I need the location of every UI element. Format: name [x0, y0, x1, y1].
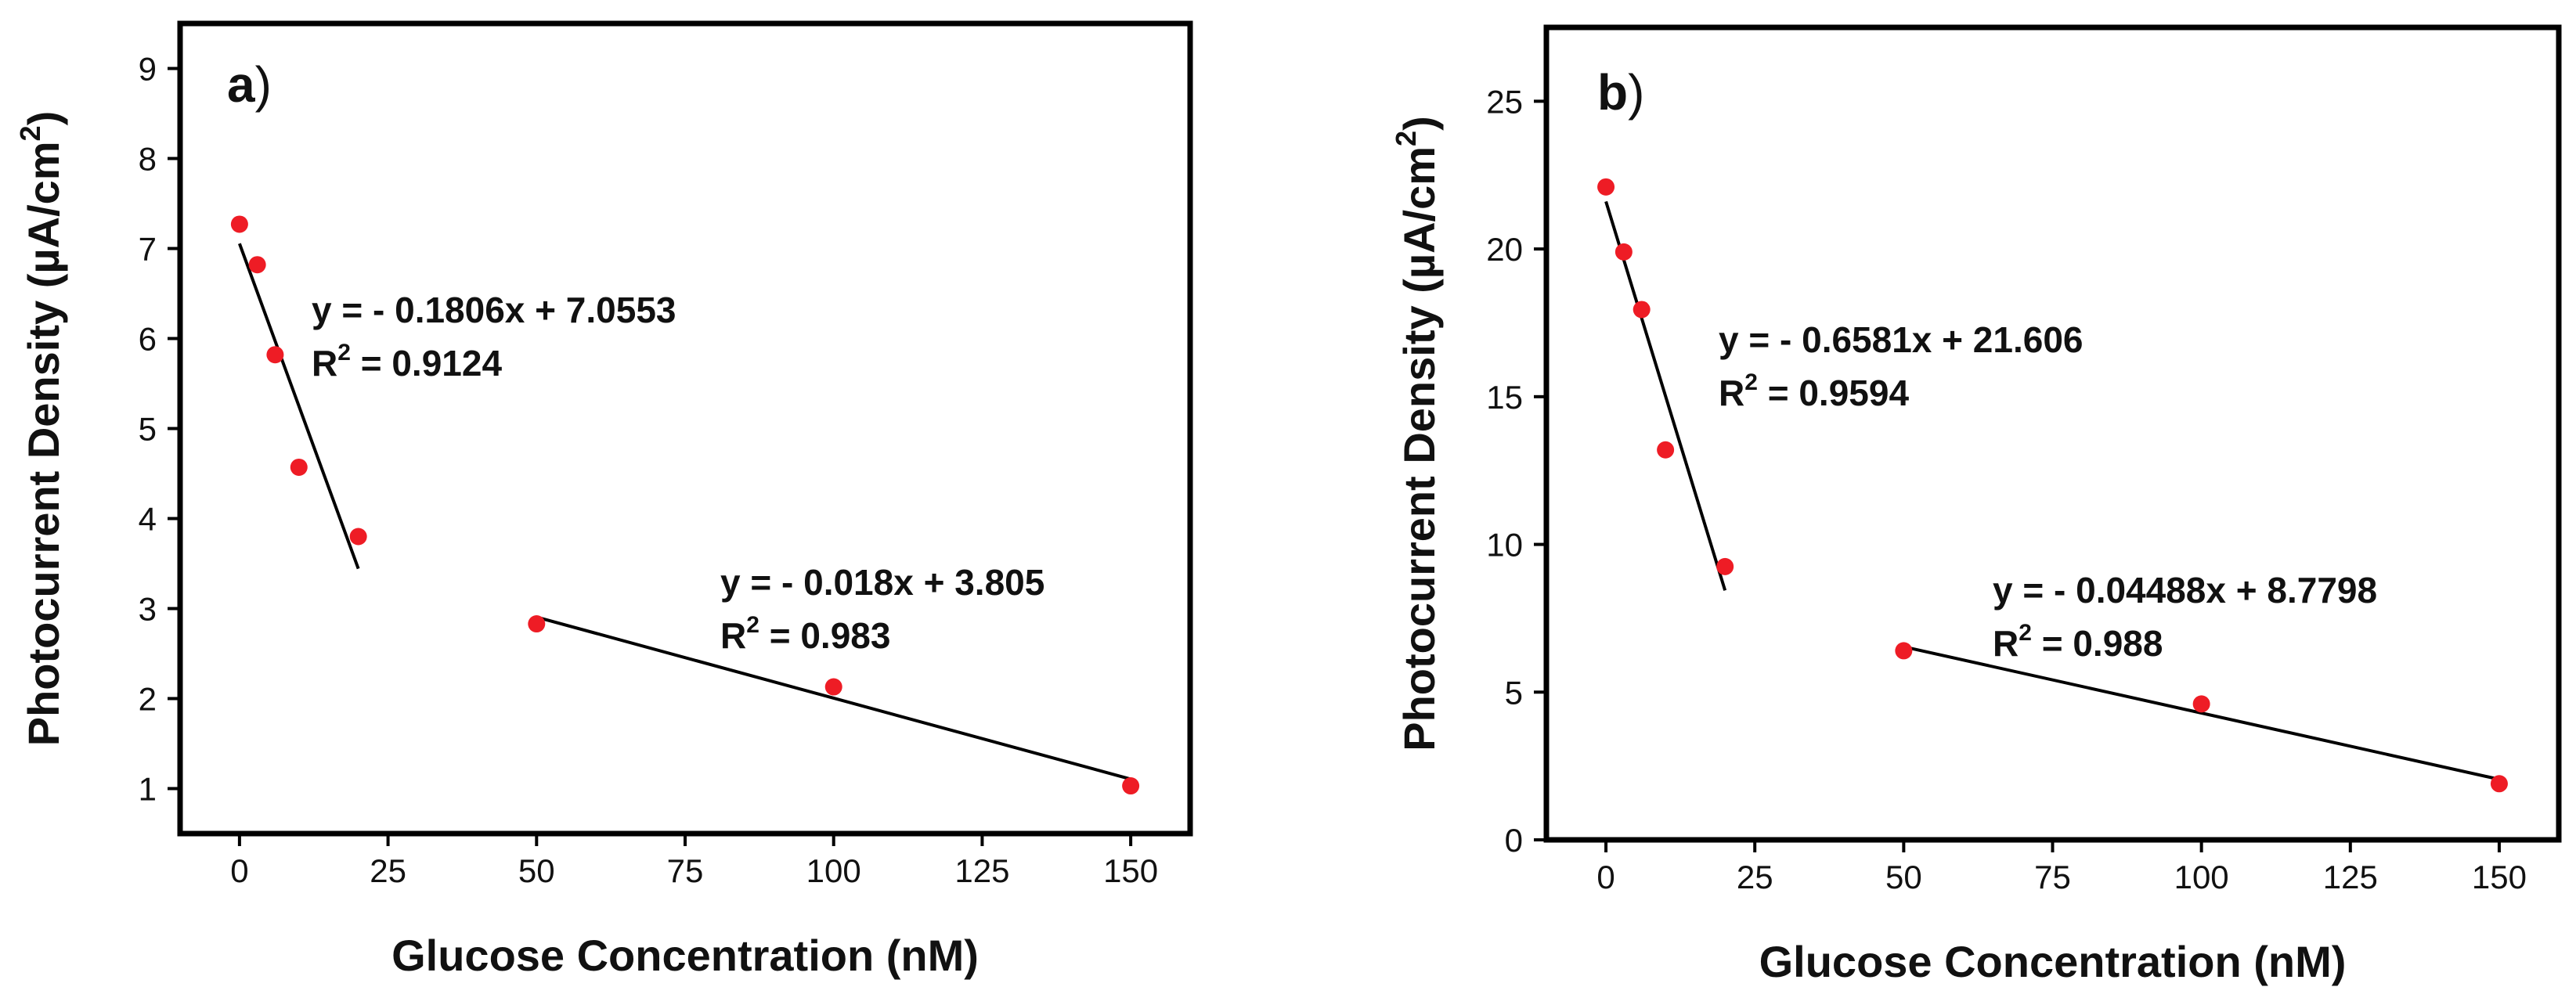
data-point — [528, 615, 546, 633]
fit-equation: y = - 0.6581x + 21.606 — [1719, 319, 2084, 360]
plot-frame — [177, 20, 1193, 837]
data-point — [290, 458, 308, 476]
y-tick-label: 3 — [139, 591, 157, 628]
y-tick-label: 9 — [139, 51, 157, 88]
y-tick-label: 5 — [139, 411, 157, 448]
fit-equation: y = - 0.04488x + 8.7798 — [1993, 570, 2377, 611]
y-tick-label: 8 — [139, 141, 157, 178]
data-point — [2192, 695, 2210, 713]
text-part: 2 — [2019, 620, 2032, 646]
plot-frame — [1543, 24, 2562, 843]
text-part: R — [720, 615, 746, 656]
fit-line-2 — [1903, 645, 2500, 781]
text-part: ) — [1628, 64, 1644, 121]
y-tick-label: 10 — [1486, 527, 1523, 564]
fit-line-2 — [536, 615, 1131, 781]
data-point — [1633, 301, 1651, 319]
data-point — [824, 678, 842, 696]
text-part: ) — [19, 111, 68, 126]
data-point — [1895, 642, 1913, 660]
y-tick-label: 6 — [139, 321, 157, 358]
fit-line-1 — [238, 243, 360, 570]
x-tick-label: 150 — [1103, 852, 1158, 889]
x-tick-label: 150 — [2472, 859, 2527, 895]
text-part: R — [1719, 373, 1744, 413]
x-tick-label: 25 — [370, 852, 406, 889]
fit-line-1 — [1604, 200, 1727, 591]
y-tick-label: 20 — [1486, 231, 1523, 268]
data-point — [2490, 775, 2508, 793]
y-tick-label: 7 — [139, 231, 157, 268]
y-tick-label: 0 — [1505, 822, 1523, 859]
text-part: b — [1597, 64, 1628, 121]
x-tick-label: 0 — [230, 852, 248, 889]
y-tick-label: 1 — [139, 771, 157, 808]
x-tick-label: 100 — [2174, 859, 2229, 895]
text-part: = 0.983 — [759, 615, 891, 656]
fit-r-squared: R2 = 0.983 — [720, 612, 890, 656]
y-tick-label: 25 — [1486, 83, 1523, 120]
text-part: 2 — [1390, 131, 1422, 146]
text-part: = 0.9594 — [1758, 373, 1910, 413]
chart-panel-b: 0 25 50 75 100 125 150 0 5 10 15 20 25 Glucose Concen… — [1390, 24, 2562, 986]
y-tick-label: 4 — [139, 501, 157, 538]
text-part: R — [312, 343, 337, 384]
y-tick-label: 2 — [139, 681, 157, 718]
data-point — [248, 256, 266, 274]
fit-equation: y = - 0.018x + 3.805 — [720, 562, 1044, 603]
data-point — [1122, 777, 1140, 795]
x-axis-label: Glucose Concentration (nM) — [1759, 937, 2347, 986]
text-part: a — [227, 56, 255, 113]
fit-r-squared: R2 = 0.988 — [1993, 620, 2163, 664]
x-tick-label: 125 — [2323, 859, 2378, 895]
x-tick-label: 125 — [954, 852, 1009, 889]
y-tick-label: 15 — [1486, 379, 1523, 416]
fit-r-squared: R2 = 0.9594 — [1719, 369, 1909, 413]
text-part: R — [1993, 623, 2019, 664]
x-tick-label: 50 — [1885, 859, 1922, 895]
data-point — [349, 528, 367, 546]
text-part: ) — [255, 56, 272, 113]
text-part: 2 — [14, 125, 46, 141]
y-tick-label: 5 — [1505, 674, 1523, 711]
x-tick-label: 75 — [667, 852, 704, 889]
x-tick-label: 100 — [806, 852, 861, 889]
y-axis-label: Photocurrent Density (µA/cm2) — [14, 111, 68, 747]
x-axis-label: Glucose Concentration (nM) — [391, 931, 979, 980]
data-point — [1597, 178, 1615, 196]
chart-panel-a: 0 25 50 75 100 125 150 1 2 3 4 5 6 7 8 9 Glucose Concent… — [14, 20, 1193, 980]
text-part: Photocurrent Density (µA/cm — [1394, 146, 1444, 751]
data-point — [1716, 557, 1734, 575]
text-part: = 0.9124 — [351, 343, 503, 384]
text-part: 2 — [746, 612, 759, 638]
panel-label: a) — [227, 56, 272, 113]
text-part: 2 — [1744, 369, 1758, 395]
fit-equation: y = - 0.1806x + 7.0553 — [312, 290, 676, 330]
text-part: 2 — [337, 340, 351, 366]
text-part: ) — [1394, 116, 1444, 131]
x-tick-label: 0 — [1596, 859, 1615, 895]
fit-r-squared: R2 = 0.9124 — [312, 340, 502, 384]
y-axis-label: Photocurrent Density (µA/cm2) — [1390, 116, 1444, 751]
x-tick-label: 50 — [518, 852, 555, 889]
data-point — [1657, 441, 1675, 459]
text-part: Photocurrent Density (µA/cm — [19, 141, 68, 746]
data-point — [230, 215, 248, 233]
data-point — [266, 346, 284, 364]
data-point — [1615, 243, 1633, 261]
panel-label: b) — [1597, 64, 1644, 121]
x-tick-label: 75 — [2034, 859, 2071, 895]
text-part: = 0.988 — [2032, 623, 2163, 664]
x-tick-label: 25 — [1737, 859, 1773, 895]
